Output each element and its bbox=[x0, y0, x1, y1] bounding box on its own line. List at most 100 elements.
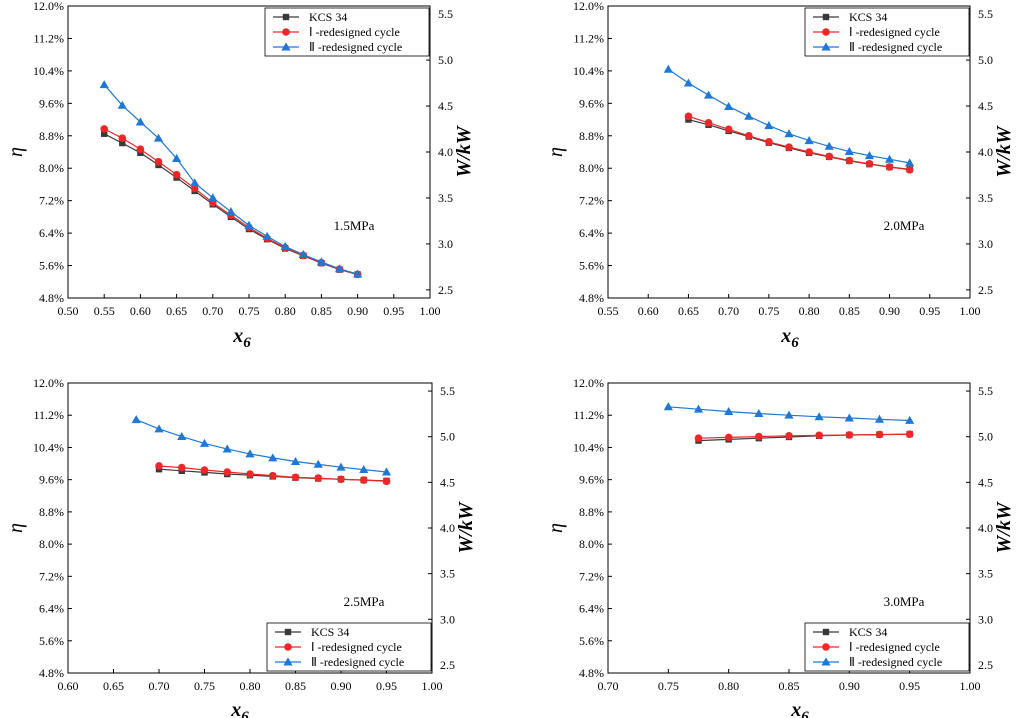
legend-entry: Ⅱ -redesigned cycle bbox=[311, 655, 404, 669]
y-tick-label: 9.6% bbox=[579, 96, 604, 110]
data-point bbox=[663, 64, 673, 73]
x-tick-label: 1.00 bbox=[960, 679, 981, 693]
y-tick-label: 8.8% bbox=[39, 505, 64, 519]
data-point bbox=[313, 459, 323, 468]
series-triangle bbox=[663, 64, 915, 167]
y2-axis-label: W/kW bbox=[453, 125, 475, 177]
x-tick-label: 0.50 bbox=[58, 304, 79, 318]
y-tick-label: 8.0% bbox=[39, 161, 64, 175]
data-point bbox=[875, 430, 884, 439]
x-axis-label-subscript: 6 bbox=[241, 709, 249, 718]
y2-tick-label: 4.5 bbox=[978, 475, 993, 489]
series-line bbox=[698, 433, 910, 439]
y2-tick-label: 5.5 bbox=[440, 384, 455, 398]
y-axis-label: η bbox=[545, 523, 567, 533]
data-point bbox=[314, 474, 323, 482]
legend-entry: KCS 34 bbox=[849, 625, 887, 639]
chart-panel-3: 0.60 0.65 0.70 0.75 0.80 0.85 0.90 0.95 1.00 4.8%… bbox=[5, 376, 477, 718]
x-axis-label: x6 bbox=[230, 699, 249, 718]
data-point bbox=[845, 156, 854, 165]
x-axis-label: x6 bbox=[232, 325, 251, 351]
series-circle bbox=[155, 462, 391, 486]
y-tick-label: 8.0% bbox=[579, 161, 604, 175]
y2-tick-label: 3.5 bbox=[978, 567, 993, 581]
series-triangle bbox=[663, 402, 915, 424]
x-tick-label: 0.95 bbox=[899, 679, 920, 693]
chart-panel-1: 0.50 0.55 0.60 0.65 0.70 0.75 0.80 0.85 0.90 0.95… bbox=[5, 0, 475, 351]
y2-tick-label: 3.0 bbox=[978, 237, 993, 251]
y-tick-label: 8.8% bbox=[579, 129, 604, 143]
y-tick-label: 7.2% bbox=[579, 569, 604, 583]
y-tick-label: 10.4% bbox=[33, 64, 64, 78]
data-point bbox=[724, 433, 733, 442]
y-tick-label: 6.4% bbox=[39, 602, 64, 616]
data-point bbox=[785, 143, 793, 151]
data-point bbox=[744, 131, 753, 140]
series-line bbox=[136, 419, 387, 473]
series-line bbox=[688, 115, 910, 171]
y-tick-label: 9.6% bbox=[39, 473, 64, 487]
y-tick-label: 10.4% bbox=[33, 440, 64, 454]
data-point bbox=[135, 117, 145, 126]
data-point bbox=[222, 444, 232, 453]
data-point bbox=[200, 466, 209, 474]
y2-tick-label: 5.5 bbox=[978, 7, 993, 21]
x-axis-label-subscript: 6 bbox=[243, 335, 251, 351]
data-point bbox=[118, 134, 127, 143]
legend-entry: Ⅰ -redesigned cycle bbox=[311, 640, 402, 654]
data-point bbox=[244, 220, 254, 229]
data-point bbox=[154, 157, 163, 166]
pressure-annotation: 3.0MPa bbox=[884, 594, 925, 609]
x-tick-label: 0.85 bbox=[311, 304, 332, 318]
y2-tick-label: 2.5 bbox=[440, 658, 455, 672]
x-tick-label: 0.85 bbox=[839, 304, 860, 318]
data-point bbox=[280, 241, 290, 250]
x-tick-label: 0.70 bbox=[598, 679, 619, 693]
y2-tick-label: 2.5 bbox=[438, 283, 453, 297]
data-point bbox=[291, 473, 300, 482]
legend-swatch-marker bbox=[283, 657, 293, 666]
y-tick-label: 11.2% bbox=[573, 408, 604, 422]
data-point bbox=[804, 136, 814, 145]
legend-swatch-marker bbox=[822, 643, 830, 651]
y2-tick-label: 3.5 bbox=[438, 191, 453, 205]
y-axis-label: η bbox=[5, 523, 27, 533]
x-tick-label: 0.85 bbox=[779, 679, 800, 693]
y-axis-label: η bbox=[545, 147, 567, 157]
x-axis-label-main: x bbox=[790, 699, 801, 718]
x-tick-label: 0.75 bbox=[758, 304, 779, 318]
y2-tick-label: 2.5 bbox=[978, 658, 993, 672]
y-tick-label: 5.6% bbox=[39, 634, 64, 648]
data-point bbox=[199, 438, 210, 447]
data-point bbox=[177, 463, 186, 472]
y2-tick-label: 4.0 bbox=[978, 145, 993, 159]
data-point bbox=[885, 163, 894, 171]
data-point bbox=[131, 415, 141, 424]
data-point bbox=[784, 129, 794, 138]
x-tick-label: 0.60 bbox=[130, 304, 151, 318]
y-tick-label: 9.6% bbox=[579, 473, 604, 487]
pressure-annotation: 2.0MPa bbox=[884, 218, 925, 233]
x-tick-label: 0.95 bbox=[376, 679, 397, 693]
data-point bbox=[905, 430, 914, 438]
data-point bbox=[154, 424, 164, 433]
legend-entry: Ⅱ -redesigned cycle bbox=[849, 655, 942, 669]
data-point bbox=[884, 154, 895, 163]
data-point bbox=[724, 101, 734, 111]
data-point bbox=[844, 413, 854, 422]
y-tick-label: 8.0% bbox=[579, 537, 604, 551]
data-point bbox=[190, 178, 200, 187]
y-tick-label: 5.6% bbox=[579, 634, 604, 648]
data-point bbox=[805, 148, 813, 156]
x-tick-label: 0.90 bbox=[839, 679, 860, 693]
x-tick-label: 0.80 bbox=[718, 679, 739, 693]
chart-panel-2: 0.55 0.60 0.65 0.70 0.75 0.80 0.85 0.90 0.95 1.00… bbox=[545, 0, 1015, 351]
y2-tick-label: 4.0 bbox=[440, 521, 455, 535]
data-point bbox=[845, 431, 854, 439]
y-tick-label: 7.2% bbox=[39, 194, 64, 208]
data-point bbox=[177, 431, 187, 441]
data-point bbox=[684, 112, 693, 121]
data-point bbox=[683, 78, 694, 87]
